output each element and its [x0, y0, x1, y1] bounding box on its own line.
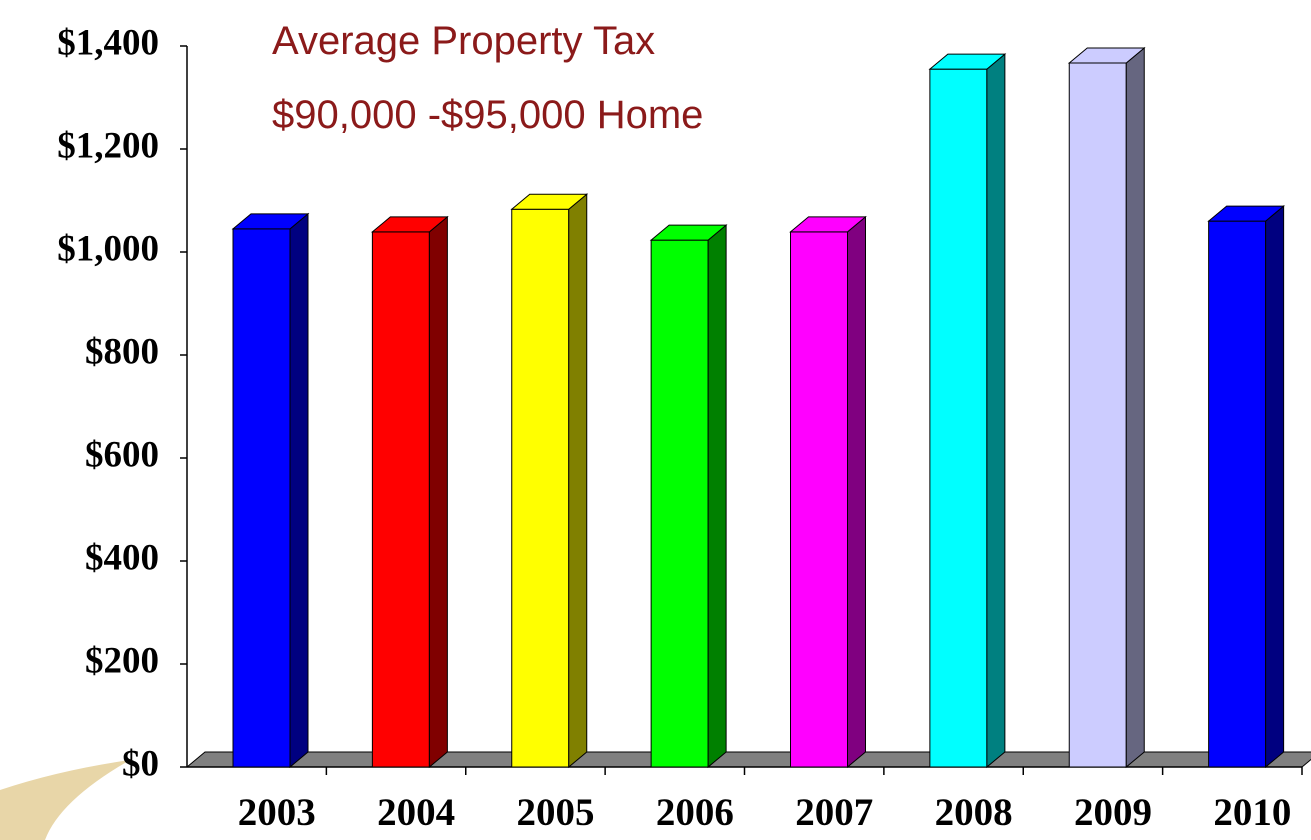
bar	[232, 228, 291, 768]
bar-top	[510, 193, 589, 210]
y-tick-label: $600	[85, 434, 159, 475]
bar	[1068, 62, 1127, 768]
bar-top	[789, 216, 867, 233]
bar-top	[370, 216, 449, 233]
x-tick-label: 2010	[1213, 791, 1291, 834]
bar-top	[231, 213, 310, 230]
bar-side	[707, 224, 727, 769]
bar-top	[1207, 205, 1286, 222]
chart-title: Average Property Tax	[272, 19, 655, 63]
chart-subtitle: $90,000 -$95,000 Home	[272, 93, 703, 137]
bar	[650, 239, 709, 768]
y-tick-label: $400	[85, 537, 159, 578]
bar-top	[649, 224, 728, 241]
x-tick-label: 2009	[1074, 791, 1152, 834]
bar-top	[928, 53, 1007, 70]
floor	[185, 751, 1311, 768]
y-tick-label: $200	[85, 640, 159, 681]
bar-side	[1265, 205, 1285, 769]
x-tick-label: 2007	[795, 791, 873, 834]
x-tick-label: 2005	[516, 791, 594, 834]
bar	[371, 231, 430, 768]
bar-top	[1067, 47, 1146, 64]
bar	[790, 231, 848, 768]
bar	[929, 68, 988, 768]
bar	[1208, 220, 1267, 768]
bar	[511, 208, 570, 768]
y-tick-label: $1,000	[57, 228, 159, 269]
y-tick-label: $1,400	[57, 22, 159, 63]
x-tick-label: 2004	[377, 791, 455, 834]
x-tick-label: 2006	[656, 791, 734, 834]
y-tick-label: $0	[122, 743, 159, 784]
bar-side	[1125, 46, 1145, 769]
bar-side	[847, 215, 866, 769]
bar-side	[428, 215, 448, 769]
y-tick-label: $1,200	[57, 125, 159, 166]
bar-side	[568, 193, 588, 769]
x-tick-label: 2003	[238, 791, 316, 834]
bar-side	[289, 212, 309, 769]
x-tick-label: 2008	[935, 791, 1013, 834]
y-tick-label: $800	[85, 331, 159, 372]
corner-decoration	[0, 760, 130, 840]
bar-side	[986, 53, 1006, 769]
